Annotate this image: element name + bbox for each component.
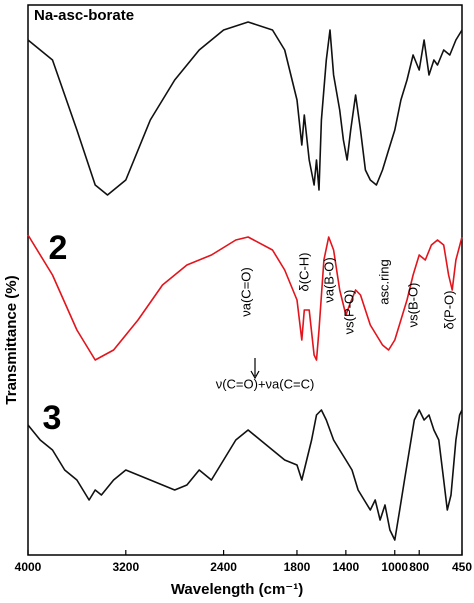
series-label: 2 xyxy=(49,229,68,267)
series-label: 3 xyxy=(43,399,62,437)
series-label: Na-asc-borate xyxy=(34,7,134,24)
annotation: νs(P-O) xyxy=(341,290,356,335)
x-axis-label: Wavelength (cm⁻¹) xyxy=(171,581,303,598)
x-tick-label: 2400 xyxy=(210,560,237,574)
x-tick-label: 1400 xyxy=(333,560,360,574)
annotation: δ(C-H) xyxy=(296,253,311,292)
y-axis-label: Transmittance (%) xyxy=(3,275,20,404)
spectrum-line xyxy=(27,21,463,196)
annotation-arrowhead xyxy=(250,370,260,380)
x-tick-label: 3200 xyxy=(112,560,139,574)
x-tick-label: 4000 xyxy=(15,560,42,574)
annotation: νs(B-O) xyxy=(405,283,420,328)
plot-frame xyxy=(27,4,463,556)
annotation: asc.ring xyxy=(376,259,391,305)
spectrum-line xyxy=(27,409,463,541)
annotation: νa(B-O) xyxy=(321,257,336,303)
annotation: νa(C=O) xyxy=(238,267,253,316)
x-tick-label: 800 xyxy=(409,560,429,574)
x-tick-label: 1800 xyxy=(284,560,311,574)
spectrum-line xyxy=(27,234,463,361)
x-tick-label: 1000 xyxy=(381,560,408,574)
annotation: δ(P-O) xyxy=(441,290,456,329)
annotation: ν(C=O)+νa(C=C) xyxy=(216,376,315,391)
x-tick-label: 450 xyxy=(452,560,472,574)
